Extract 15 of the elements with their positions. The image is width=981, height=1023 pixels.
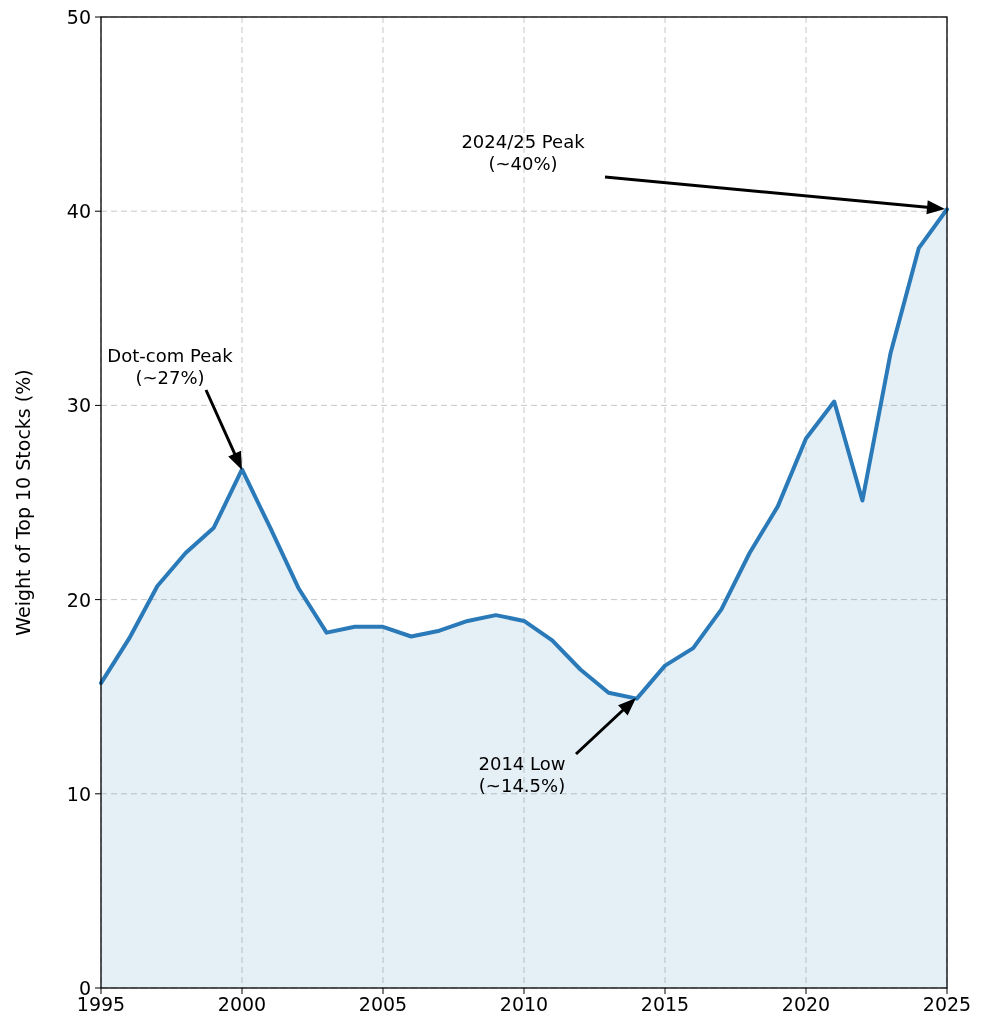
- y-tick-label: 40: [66, 200, 91, 223]
- x-tick-label: 2025: [922, 993, 972, 1015]
- annotation: 2024/25 Peak (~40%): [461, 131, 586, 174]
- y-tick-label: 20: [66, 588, 91, 611]
- annotation: 2014 Low (~14.5%): [478, 753, 566, 796]
- y-axis-title: Weight of Top 10 Stocks (%): [12, 369, 34, 636]
- annotation: Dot-com Peak (~27%): [107, 345, 234, 388]
- y-tick-label: 50: [66, 6, 91, 28]
- x-tick-label: 2000: [217, 993, 267, 1015]
- y-tick-label: 10: [66, 782, 91, 805]
- x-tick-label: 2005: [358, 993, 408, 1015]
- x-tick-label: 2010: [499, 993, 549, 1015]
- y-tick-label: 30: [66, 394, 91, 417]
- x-tick-label: 2020: [781, 993, 831, 1015]
- x-tick-label: 2015: [640, 993, 690, 1015]
